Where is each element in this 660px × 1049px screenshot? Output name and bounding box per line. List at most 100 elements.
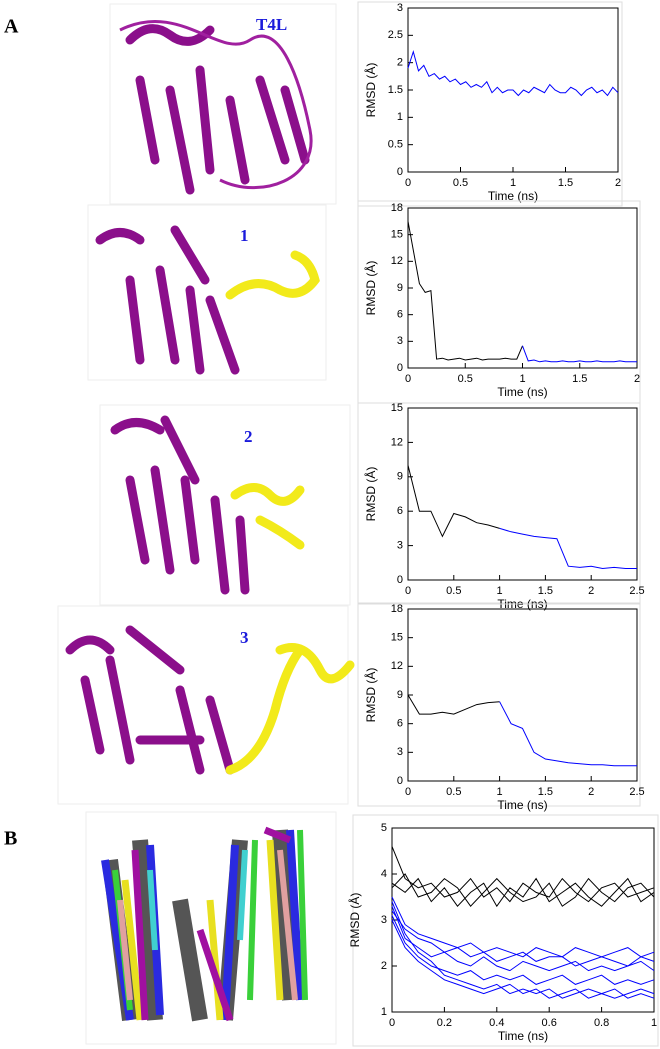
x-tick-label: 1 <box>651 1017 657 1029</box>
x-tick-label: 0.5 <box>446 585 461 597</box>
x-tick-label: 2 <box>615 177 621 189</box>
helix <box>110 415 250 595</box>
y-tick-label: 0 <box>397 775 403 787</box>
rmsd-line <box>499 527 637 570</box>
x-tick-label: 0.5 <box>446 786 461 798</box>
y-axis-title: RMSD (Å) <box>347 893 362 948</box>
image-frame <box>57 605 349 805</box>
x-tick-label: 1.5 <box>558 177 573 189</box>
structure-label: 3 <box>240 628 249 647</box>
y-tick-label: 0.5 <box>388 139 403 151</box>
panel-label: A <box>4 16 19 38</box>
x-tick-label: 0 <box>405 373 411 385</box>
y-tick-label: 6 <box>397 718 403 730</box>
chart-frame <box>357 603 641 807</box>
x-tick-label: 0.5 <box>453 177 468 189</box>
rmsd-line <box>391 846 655 903</box>
y-tick-label: 15 <box>391 632 403 644</box>
helix <box>95 225 240 375</box>
peptide <box>225 250 320 300</box>
x-tick-label: 2.5 <box>629 786 644 798</box>
y-tick-label: 0 <box>397 574 403 586</box>
x-axis-title: Time (ns) <box>497 798 547 812</box>
plot-area <box>407 407 638 581</box>
y-tick-label: 18 <box>391 202 403 214</box>
x-tick-label: 1 <box>497 786 503 798</box>
peptide <box>225 643 355 775</box>
y-axis-title: RMSD (Å) <box>363 467 378 522</box>
x-tick-label: 0.8 <box>594 1017 609 1029</box>
y-tick-label: 4 <box>381 868 387 880</box>
helix <box>125 24 310 195</box>
x-tick-label: 2.5 <box>629 585 644 597</box>
y-tick-label: 3 <box>397 2 403 14</box>
panel-label: B <box>4 828 17 850</box>
rmsd-line <box>391 901 655 999</box>
chart-frame <box>357 1 623 207</box>
x-tick-label: 0.6 <box>542 1017 557 1029</box>
x-tick-label: 2 <box>634 373 640 385</box>
x-tick-label: 1.5 <box>538 585 553 597</box>
overlay <box>121 839 284 1021</box>
chart-frame <box>357 402 641 604</box>
x-tick-label: 0.5 <box>458 373 473 385</box>
y-axis-title: RMSD (Å) <box>363 63 378 118</box>
x-tick-label: 2 <box>588 786 594 798</box>
y-tick-label: 12 <box>391 255 403 267</box>
y-tick-label: 9 <box>397 689 403 701</box>
y-tick-label: 9 <box>397 282 403 294</box>
y-tick-label: 6 <box>397 505 403 517</box>
y-tick-label: 5 <box>381 822 387 834</box>
y-tick-label: 18 <box>391 603 403 615</box>
x-tick-label: 0 <box>405 585 411 597</box>
y-tick-label: 12 <box>391 436 403 448</box>
rmsd-line <box>407 465 500 538</box>
rmsd-line <box>522 345 637 363</box>
x-axis-title: Time (ns) <box>497 385 547 399</box>
y-tick-label: 1 <box>397 111 403 123</box>
y-tick-label: 3 <box>397 335 403 347</box>
rmsd-line <box>499 701 637 767</box>
y-tick-label: 2 <box>381 960 387 972</box>
y-tick-label: 6 <box>397 309 403 321</box>
plot-area <box>407 608 638 782</box>
x-axis-title: Time (ns) <box>488 189 538 203</box>
y-tick-label: 3 <box>397 746 403 758</box>
rmsd-line <box>391 915 655 985</box>
y-tick-label: 0 <box>397 362 403 374</box>
x-tick-label: 0 <box>405 786 411 798</box>
peptide <box>230 483 305 550</box>
rmsd-line <box>391 910 655 967</box>
rmsd-line <box>407 694 500 715</box>
y-tick-label: 3 <box>397 540 403 552</box>
y-tick-label: 9 <box>397 471 403 483</box>
plot-area <box>407 207 638 369</box>
overlay <box>131 826 292 1022</box>
rmsd-line <box>391 896 655 958</box>
structure-label: T4L <box>256 15 287 34</box>
x-tick-label: 1 <box>497 585 503 597</box>
x-tick-label: 0 <box>389 1017 395 1029</box>
y-tick-label: 3 <box>381 914 387 926</box>
y-tick-label: 15 <box>391 402 403 414</box>
rmsd-line <box>391 877 655 908</box>
rmsd-line <box>391 919 655 999</box>
rmsd-line <box>407 221 523 361</box>
y-tick-label: 2.5 <box>388 29 403 41</box>
helix <box>65 625 235 775</box>
protein-images <box>57 3 355 1045</box>
y-axis-title: RMSD (Å) <box>363 668 378 723</box>
x-tick-label: 1.5 <box>538 786 553 798</box>
y-tick-label: 1.5 <box>388 84 403 96</box>
y-tick-label: 15 <box>391 229 403 241</box>
loop <box>119 19 313 190</box>
x-axis-title: Time (ns) <box>498 1029 548 1043</box>
x-tick-label: 1 <box>519 373 525 385</box>
x-tick-label: 0.4 <box>489 1017 504 1029</box>
x-tick-label: 0 <box>405 177 411 189</box>
rmsd-line <box>407 49 619 97</box>
y-axis-title: RMSD (Å) <box>363 261 378 316</box>
y-tick-label: 12 <box>391 660 403 672</box>
y-tick-label: 0 <box>397 166 403 178</box>
